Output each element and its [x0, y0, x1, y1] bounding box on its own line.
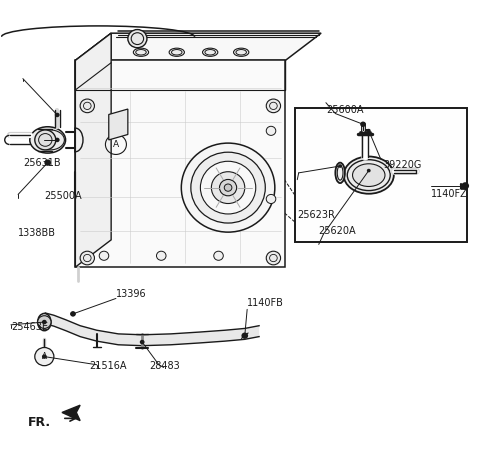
Text: 1338BB: 1338BB — [18, 228, 56, 238]
Circle shape — [42, 320, 47, 324]
Circle shape — [37, 316, 51, 329]
Ellipse shape — [203, 48, 218, 56]
Text: 25623R: 25623R — [297, 210, 335, 220]
Text: 39220G: 39220G — [383, 160, 421, 170]
Circle shape — [242, 334, 247, 338]
Circle shape — [80, 99, 95, 113]
Circle shape — [367, 169, 371, 172]
Ellipse shape — [336, 163, 345, 183]
Text: 1140FB: 1140FB — [247, 298, 284, 308]
Circle shape — [42, 354, 47, 359]
Circle shape — [44, 159, 51, 166]
Circle shape — [35, 130, 56, 150]
Circle shape — [241, 333, 248, 339]
Polygon shape — [75, 60, 285, 267]
Polygon shape — [109, 109, 128, 140]
Text: FR.: FR. — [28, 416, 51, 430]
Text: 25600A: 25600A — [326, 106, 363, 116]
Text: 21516A: 21516A — [90, 361, 127, 371]
Circle shape — [181, 143, 275, 232]
Circle shape — [156, 251, 166, 260]
Polygon shape — [62, 405, 80, 420]
Circle shape — [140, 340, 144, 344]
Ellipse shape — [344, 156, 394, 194]
Circle shape — [361, 122, 365, 126]
Polygon shape — [75, 33, 321, 60]
Text: 25631B: 25631B — [23, 158, 60, 168]
Ellipse shape — [37, 314, 51, 331]
Ellipse shape — [337, 165, 343, 180]
Circle shape — [461, 182, 469, 190]
Circle shape — [463, 184, 467, 188]
Circle shape — [266, 251, 281, 265]
Text: 25463E: 25463E — [11, 322, 48, 332]
Polygon shape — [75, 33, 111, 267]
Polygon shape — [75, 60, 285, 90]
Circle shape — [200, 161, 256, 214]
Circle shape — [367, 129, 371, 133]
Circle shape — [266, 126, 276, 135]
Text: 13396: 13396 — [116, 289, 146, 299]
Circle shape — [338, 164, 342, 168]
Circle shape — [128, 30, 147, 48]
Circle shape — [360, 122, 366, 127]
Circle shape — [266, 194, 276, 203]
Circle shape — [55, 138, 60, 142]
Circle shape — [55, 113, 60, 117]
Circle shape — [214, 251, 223, 260]
Text: 25620A: 25620A — [319, 226, 356, 236]
Circle shape — [266, 99, 281, 113]
Ellipse shape — [169, 48, 184, 56]
Text: A: A — [42, 352, 47, 361]
Circle shape — [70, 311, 76, 317]
Polygon shape — [45, 313, 259, 345]
Circle shape — [71, 312, 75, 316]
Circle shape — [46, 161, 49, 165]
Circle shape — [224, 184, 232, 191]
Ellipse shape — [30, 127, 66, 153]
Circle shape — [35, 347, 54, 366]
Circle shape — [219, 180, 237, 196]
Ellipse shape — [352, 164, 385, 186]
Text: 25500A: 25500A — [44, 191, 82, 201]
Text: A: A — [113, 140, 119, 149]
Bar — [295, 108, 467, 242]
Text: 1140FZ: 1140FZ — [431, 190, 468, 199]
Ellipse shape — [234, 48, 249, 56]
Circle shape — [80, 251, 95, 265]
Ellipse shape — [133, 48, 149, 56]
Text: 28483: 28483 — [149, 361, 180, 371]
Circle shape — [99, 251, 109, 260]
Polygon shape — [75, 33, 111, 88]
Circle shape — [211, 172, 245, 203]
Circle shape — [191, 152, 265, 223]
